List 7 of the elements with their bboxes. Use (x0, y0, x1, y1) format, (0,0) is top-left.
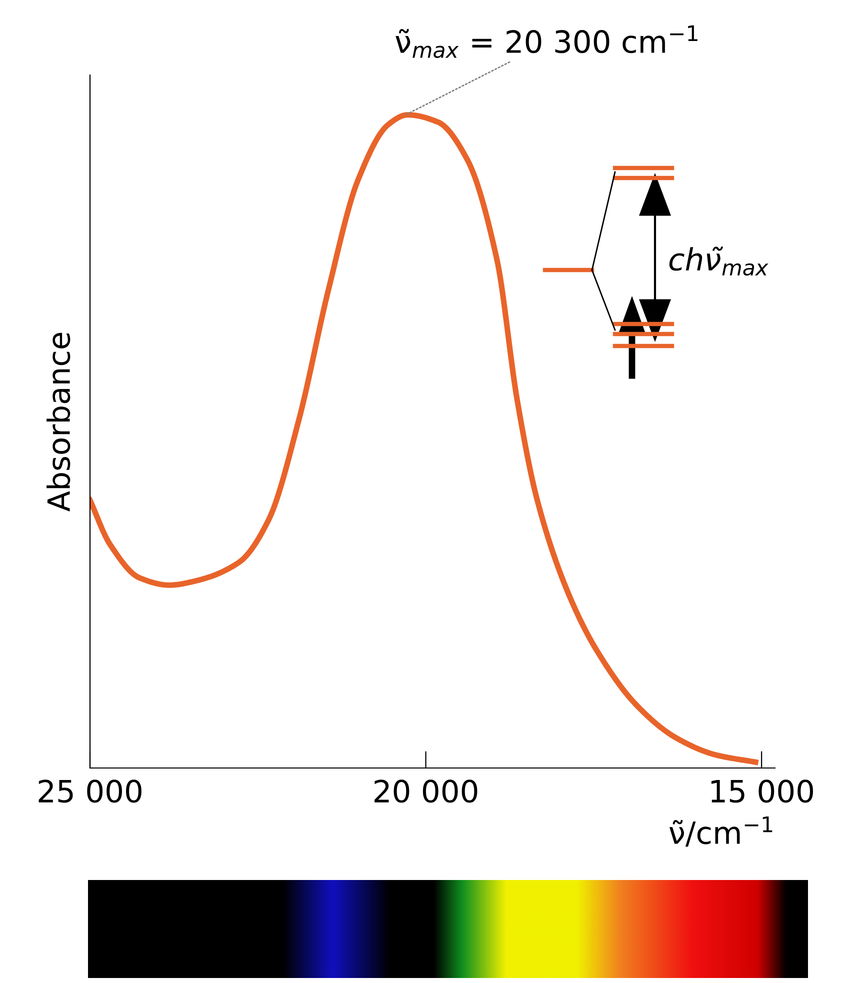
x-tick-label: 25 000 (38, 780, 142, 803)
y-axis-title: Absorbance (46, 332, 70, 512)
annotation: chν̃$_{max}$ (669, 246, 768, 276)
x-tick-label: 15 000 (711, 780, 813, 803)
x-axis-title: ν̃/cm$^{−1}$ (669, 816, 772, 847)
x-tick-label: 20 000 (374, 780, 478, 803)
annotation: ν̃$_{max}$ = 20 300 cm$^{−1}$ (396, 25, 698, 58)
